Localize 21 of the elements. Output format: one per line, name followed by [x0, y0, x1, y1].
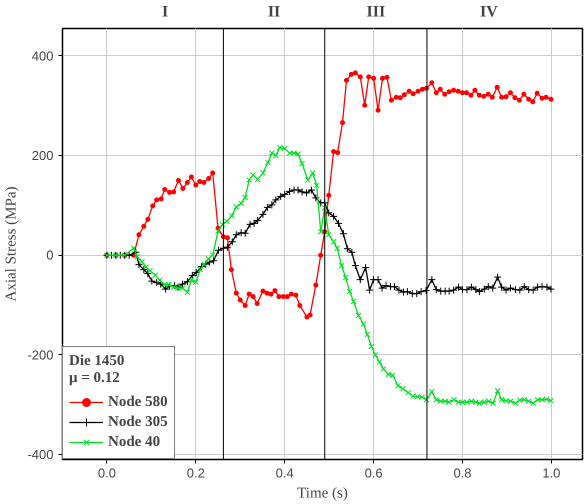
- text: III: [366, 4, 386, 20]
- y-tick-label: -400: [27, 447, 54, 462]
- x-tick-label: 0.6: [364, 466, 383, 480]
- x-tick-label: 1.0: [542, 466, 560, 480]
- legend-label: Node 40: [108, 434, 160, 450]
- x-axis-title: Time (s): [297, 486, 348, 502]
- legend-title: Die 1450 μ = 0.12: [69, 353, 126, 387]
- x-tick-label: 0.0: [98, 466, 116, 480]
- y-tick-label: 200: [32, 148, 54, 164]
- text: IV: [480, 4, 498, 20]
- x-tick-label: 0.4: [276, 466, 294, 480]
- text: I: [162, 4, 168, 20]
- x-tick-label: 0.2: [186, 466, 205, 480]
- legend-label: Node 580: [108, 394, 168, 410]
- text: II: [268, 4, 280, 20]
- legend-label: Node 305: [108, 414, 168, 430]
- y-axis-title: Axial Stress (MPa): [3, 186, 20, 302]
- y-tick-label: -200: [27, 347, 54, 362]
- y-tick-label: 400: [32, 48, 54, 64]
- x-tick-label: 0.8: [453, 466, 472, 480]
- y-tick-label: 0: [46, 248, 54, 263]
